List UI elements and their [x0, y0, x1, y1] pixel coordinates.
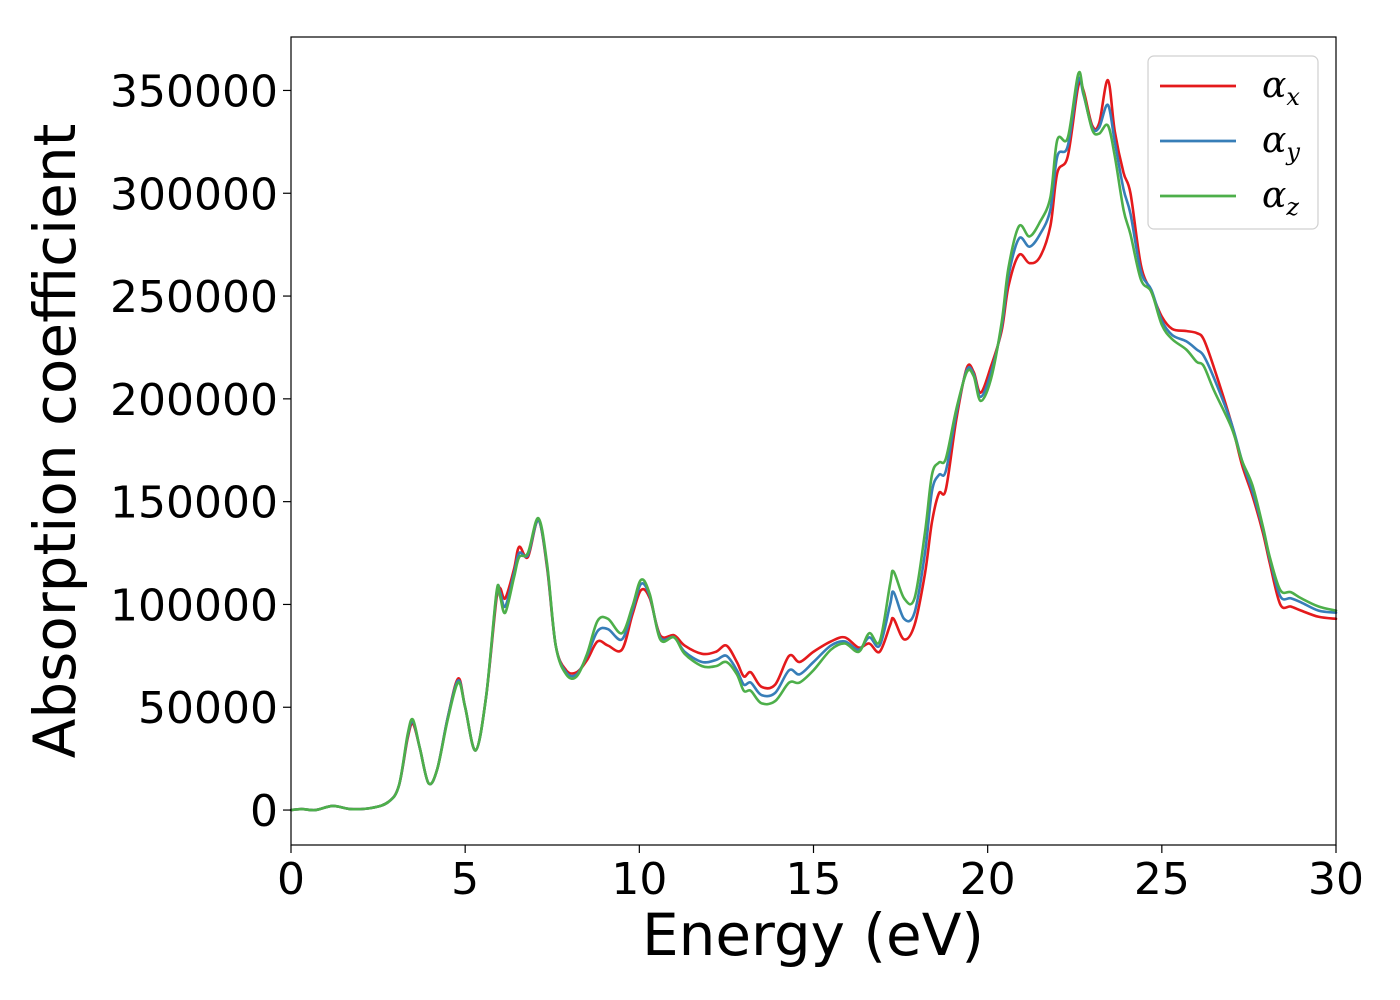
legend-box: [1147, 55, 1319, 230]
x-tick-label: 30: [1308, 854, 1364, 905]
series-line-z: [289, 70, 1338, 812]
y-tick-label: 100000: [110, 580, 278, 631]
x-tick-label: 15: [786, 854, 842, 905]
y-tick-label: 250000: [110, 272, 278, 323]
y-tick-label: 0: [250, 786, 278, 837]
x-tick-label: 20: [960, 854, 1016, 905]
y-axis-title: Absorption coefficient: [21, 124, 89, 759]
x-tick-label: 25: [1134, 854, 1190, 905]
x-tick-label: 0: [277, 854, 305, 905]
x-axis-ticks: 0 5 10 15 20 25 30: [277, 845, 1364, 905]
y-tick-label: 300000: [110, 169, 278, 220]
y-tick-label: 50000: [138, 683, 278, 734]
y-tick-label: 350000: [110, 66, 278, 117]
legend-label-z: αz: [1262, 175, 1299, 221]
y-tick-label: 200000: [110, 375, 278, 426]
y-tick-label: 150000: [110, 478, 278, 529]
x-axis-title: Energy (eV): [642, 901, 984, 969]
legend: αx αy αz: [1147, 55, 1319, 230]
legend-label-y: αy: [1262, 120, 1300, 166]
legend-label-x: αx: [1262, 65, 1300, 111]
plot-lines: [289, 70, 1338, 812]
x-tick-label: 10: [611, 854, 667, 905]
x-tick-label: 5: [451, 854, 479, 905]
y-axis-ticks: 0 50000 100000 150000 200000 250000 300000 3500…: [110, 66, 291, 837]
